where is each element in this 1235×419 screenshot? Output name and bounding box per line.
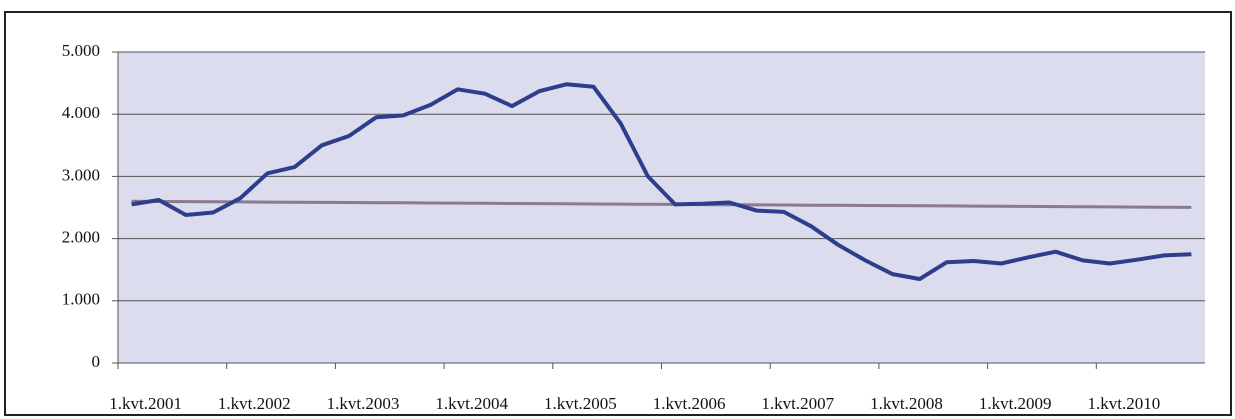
x-tick-label: 1.kvt.2003 <box>327 394 400 413</box>
x-tick-label: 1.kvt.2002 <box>218 394 291 413</box>
y-tick-label: 0 <box>92 352 101 371</box>
x-tick-label: 1.kvt.2008 <box>870 394 943 413</box>
x-tick-label: 1.kvt.2007 <box>761 394 834 413</box>
x-tick-label: 1.kvt.2006 <box>653 394 726 413</box>
y-tick-label: 2.000 <box>62 228 100 247</box>
y-tick-label: 3.000 <box>62 165 100 184</box>
x-tick-label: 1.kvt.2001 <box>109 394 182 413</box>
y-tick-label: 4.000 <box>62 103 100 122</box>
y-tick-label: 1.000 <box>62 290 100 309</box>
x-tick-label: 1.kvt.2010 <box>1088 394 1161 413</box>
x-tick-label: 1.kvt.2009 <box>979 394 1052 413</box>
x-tick-label: 1.kvt.2005 <box>544 394 617 413</box>
data-line <box>131 199 1192 209</box>
data-line <box>131 82 1192 281</box>
x-tick-label: 1.kvt.2004 <box>435 394 508 413</box>
y-tick-label: 5.000 <box>62 41 100 60</box>
